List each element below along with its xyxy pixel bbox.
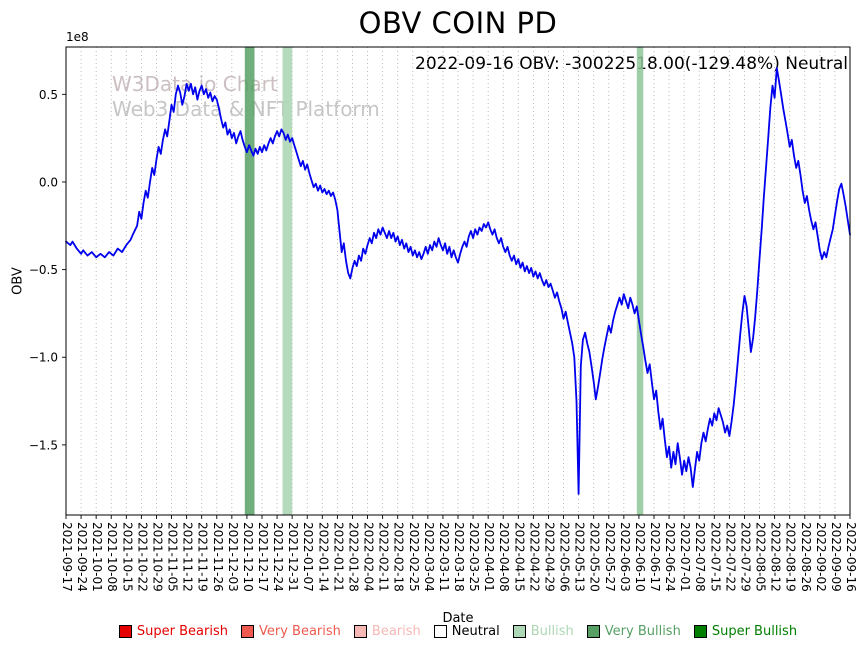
x-tick-label: 2022-09-09: [829, 522, 843, 592]
x-tick-label: 2022-01-07: [301, 522, 315, 592]
legend-item: Very Bearish: [241, 624, 341, 639]
legend-swatch: [693, 624, 707, 638]
x-tick-label: 2021-11-05: [166, 522, 180, 592]
legend-label: Super Bullish: [711, 623, 798, 639]
x-tick-label: 2021-11-12: [181, 522, 195, 592]
x-tick-label: 2022-05-06: [558, 522, 572, 592]
legend-item: Very Bullish: [586, 623, 681, 639]
x-tick-label: 2022-01-21: [331, 522, 345, 592]
x-tick-label: 2022-01-28: [347, 522, 361, 592]
legend-swatch: [433, 624, 447, 638]
x-tick-label: 2021-11-26: [211, 522, 225, 592]
y-tick-label: −1.5: [29, 438, 58, 452]
x-tick-label: 2022-03-11: [437, 522, 451, 592]
x-tick-label: 2022-03-25: [467, 522, 481, 592]
x-tick-label: 2021-12-17: [256, 522, 270, 592]
x-tick-label: 2021-12-03: [226, 522, 240, 592]
x-tick-label: 2022-08-05: [754, 522, 768, 592]
x-tick-label: 2022-04-08: [497, 522, 511, 592]
x-tick-label: 2021-12-24: [271, 522, 285, 592]
legend-swatch: [586, 624, 600, 638]
x-tick-label: 2022-09-02: [814, 522, 828, 592]
x-tick-label: 2022-06-10: [633, 522, 647, 592]
x-tick-label: 2022-02-25: [407, 522, 421, 592]
x-tick-label: 2022-07-22: [723, 522, 737, 592]
legend-item: Super Bearish: [118, 623, 228, 639]
x-tick-label: 2022-04-22: [527, 522, 541, 592]
x-tick-label: 2021-10-22: [135, 522, 149, 592]
y-axis-offset-label: 1e8: [66, 30, 89, 44]
x-tick-label: 2022-06-03: [618, 522, 632, 592]
legend-label: Bearish: [371, 623, 421, 639]
legend-item: Super Bullish: [693, 623, 798, 639]
x-tick-label: 2022-09-16: [844, 522, 858, 592]
plot-border: [65, 46, 851, 516]
legend-swatch: [118, 624, 132, 638]
signal-band: [282, 47, 293, 515]
x-tick-label: 2022-01-14: [316, 522, 330, 592]
x-tick-label: 2021-10-08: [105, 522, 119, 592]
legend-label: Super Bearish: [136, 623, 228, 639]
x-tick-label: 2022-05-27: [603, 522, 617, 592]
x-axis-label: Date: [442, 611, 474, 626]
obv-value-annotation: 2022-09-16 OBV: -30022518.00(-129.48%) N…: [415, 54, 848, 74]
legend-label: Very Bullish: [604, 623, 681, 639]
legend-label: Very Bearish: [259, 623, 341, 639]
x-tick-label: 2022-02-11: [377, 522, 391, 592]
obv-line: [65, 67, 851, 495]
legend-item: Bearish: [353, 623, 421, 639]
x-tick-label: 2022-07-08: [693, 522, 707, 592]
x-tick-label: 2022-03-04: [422, 522, 436, 592]
signal-band: [636, 47, 644, 515]
legend: Super Bearish Very Bearish Bearish Neutral B…: [66, 621, 850, 641]
x-tick-label: 2022-02-04: [362, 522, 376, 592]
legend-item: Bullish: [512, 623, 574, 639]
chart-title: OBV COIN PD: [358, 6, 558, 40]
x-tick-label: 2021-10-15: [120, 522, 134, 592]
x-tick-label: 2022-05-13: [573, 522, 587, 592]
x-tick-label: 2021-12-10: [241, 522, 255, 592]
x-tick-label: 2022-08-26: [799, 522, 813, 592]
x-tick-label: 2021-09-24: [75, 522, 89, 592]
x-tick-label: 2021-09-17: [60, 522, 74, 592]
legend-swatch: [353, 624, 367, 638]
x-tick-label: 2022-04-29: [543, 522, 557, 592]
signal-band: [244, 47, 255, 515]
x-tick-label: 2022-06-17: [648, 522, 662, 592]
x-tick-label: 2022-02-18: [392, 522, 406, 592]
legend-item: Neutral: [433, 623, 500, 639]
y-tick-label: 0.5: [39, 88, 58, 102]
legend-label: Bullish: [530, 623, 574, 639]
x-tick-label: 2022-06-24: [663, 522, 677, 592]
y-tick-label: −0.5: [29, 263, 58, 277]
legend-swatch: [241, 624, 254, 638]
legend-swatch: [512, 624, 526, 638]
x-tick-label: 2022-05-20: [588, 522, 602, 592]
x-tick-label: 2021-11-19: [196, 522, 210, 592]
x-tick-label: 2021-10-29: [151, 522, 165, 592]
x-tick-label: 2022-07-01: [678, 522, 692, 592]
y-tick-label: −1.0: [29, 351, 58, 365]
x-tick-label: 2022-08-19: [784, 522, 798, 592]
x-tick-label: 2022-07-29: [739, 522, 753, 592]
x-tick-label: 2022-03-18: [452, 522, 466, 592]
x-tick-label: 2021-12-31: [286, 522, 300, 592]
x-tick-label: 2022-04-01: [482, 522, 496, 592]
x-tick-label: 2021-10-01: [90, 522, 104, 592]
x-tick-label: 2022-04-15: [512, 522, 526, 592]
y-tick-label: 0.0: [39, 175, 58, 189]
x-tick-label: 2022-07-15: [708, 522, 722, 592]
legend-label: Neutral: [451, 623, 500, 639]
x-tick-label: 2022-08-12: [769, 522, 783, 592]
